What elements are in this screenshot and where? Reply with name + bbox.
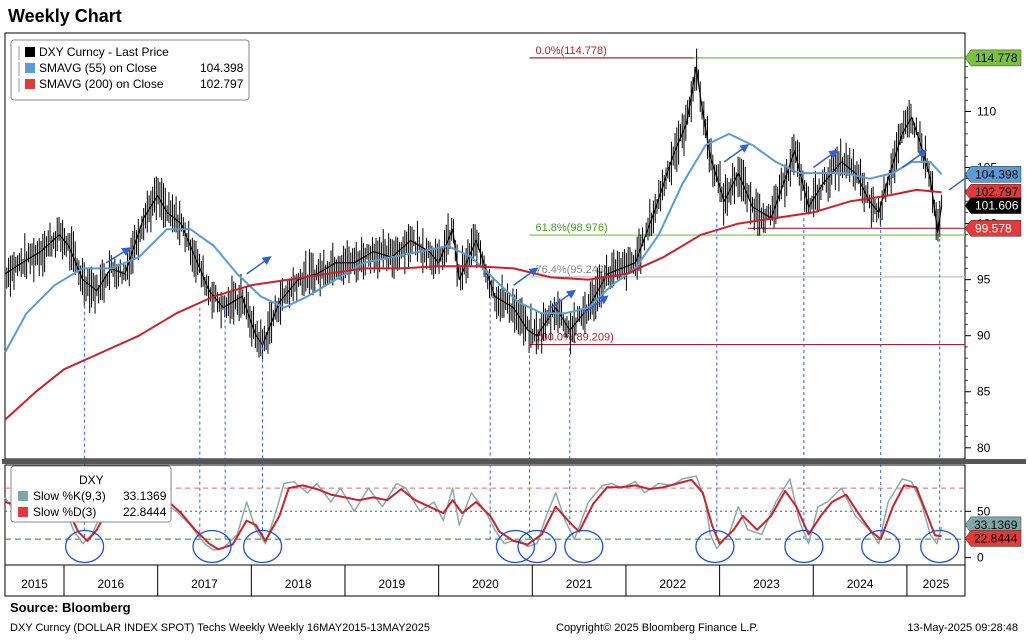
trend-arrow [812, 149, 839, 169]
legend-swatch [25, 47, 35, 57]
fib-label: 0.0%(114.778) [535, 45, 606, 57]
footer-timestamp: 13-May-2025 09:28:48 [907, 622, 1018, 634]
stoch-legend-swatch [18, 507, 28, 517]
stoch-value-tag-text: 22.8444 [974, 531, 1018, 545]
x-tick-label: 2019 [378, 577, 405, 591]
stoch-legend-value: 33.1369 [123, 489, 167, 503]
stoch-legend-label: Slow %D(3) [33, 505, 96, 519]
main-legend-box [10, 39, 250, 101]
legend-label: DXY Curncy - Last Price [39, 45, 169, 59]
legend-label: SMAVG (200) on Close [39, 77, 164, 91]
x-tick-label: 2021 [566, 577, 593, 591]
stoch-value-tag-bg [964, 530, 1022, 547]
trend-arrow [583, 295, 609, 314]
stoch-value-tag: 22.8444 [964, 530, 1022, 547]
price-value-tag-text: 101.606 [975, 199, 1019, 213]
x-tick-label: 2016 [97, 577, 124, 591]
y-tick-label: 110 [977, 104, 996, 118]
fib-label: 61.8%(98.976) [535, 222, 607, 234]
x-tick-label: 2017 [191, 577, 218, 591]
oversold-circle [517, 529, 557, 564]
legend-swatch [25, 63, 35, 73]
trend-arrow [901, 149, 928, 169]
oversold-circle [495, 529, 536, 564]
x-tick-label: 2015 [21, 577, 48, 591]
chart-title: Weekly Chart [8, 6, 122, 26]
stoch-tick-label: 50 [977, 504, 991, 518]
price-value-tag: 101.606 [964, 197, 1022, 214]
trend-arrow [246, 256, 272, 275]
stoch-legend: DXY Slow %K(9,3) 33.1369 Slow %D(3) 22.8444 [10, 465, 172, 523]
x-tick-label: 2022 [659, 577, 686, 591]
sma200-series-line [4, 188, 942, 421]
source-label: Source: Bloomberg [10, 600, 131, 615]
stoch-legend-swatch [18, 491, 28, 501]
price-value-tag: 104.398 [964, 166, 1022, 183]
stoch-value-tag-text: 33.1369 [974, 518, 1018, 532]
x-tick-label: 2025 [923, 577, 950, 591]
trend-arrow [105, 247, 132, 264]
stoch-legend-box [10, 465, 172, 523]
legend-value: 104.398 [200, 61, 244, 75]
trend-arrow [550, 289, 576, 309]
legend-value: 102.797 [200, 77, 244, 91]
stoch-legend-label: Slow %K(9,3) [33, 489, 106, 503]
legend-label: SMAVG (55) on Close [39, 61, 157, 75]
price-value-tag-text: 99.578 [975, 221, 1012, 235]
price-series-line [4, 66, 943, 346]
y-tick-label: 95 [977, 273, 991, 287]
price-value-tag-bg [964, 166, 1022, 183]
price-value-tag-text: 102.797 [975, 185, 1019, 199]
oversold-circle [920, 529, 960, 564]
legend-swatch [25, 79, 35, 89]
x-tick-label: 2018 [285, 577, 312, 591]
fib-label: 76.4%(95.243) [535, 264, 607, 276]
x-axis-band [4, 564, 966, 597]
panel-separator [2, 459, 1026, 464]
oversold-circle [695, 529, 735, 564]
sma55-series-line [4, 132, 943, 353]
y-tick-label: 80 [977, 441, 991, 455]
price-value-tag: 114.778 [964, 49, 1022, 67]
price-value-tag: 102.797 [964, 183, 1022, 201]
oversold-circle [242, 529, 283, 564]
stoch-legend-title: DXY [79, 473, 104, 487]
oversold-circle [861, 529, 901, 564]
price-value-tag-bg [964, 197, 1022, 214]
price-value-tag: 99.578 [964, 220, 1022, 237]
x-tick-label: 2020 [472, 577, 499, 591]
footer-left: DXY Curncy (DOLLAR INDEX SPOT) Techs Wee… [10, 622, 430, 634]
x-tick-label: 2023 [753, 577, 780, 591]
stoch-tick-label: 0 [977, 551, 984, 565]
x-tick-label: 2024 [847, 577, 874, 591]
price-value-tag-bg [964, 220, 1022, 237]
stoch-legend-value: 22.8444 [123, 505, 167, 519]
price-value-tag-text: 114.778 [975, 51, 1018, 65]
y-tick-label: 85 [977, 385, 991, 399]
oversold-circle [192, 529, 232, 564]
oversold-circle [64, 529, 105, 564]
trend-arrow [723, 144, 750, 163]
y-tick-label: 90 [977, 329, 991, 343]
trend-arrow [513, 267, 539, 286]
price-value-tag-bg [964, 49, 1022, 67]
oversold-circle [564, 529, 604, 564]
footer-copyright: Copyright© 2025 Bloomberg Finance L.P. [556, 622, 759, 634]
stoch-value-tag: 33.1369 [964, 516, 1022, 534]
price-value-tag-text: 104.398 [975, 167, 1019, 181]
main-legend: DXY Curncy - Last Price SMAVG (55) on Clo… [10, 39, 250, 101]
oversold-circle [784, 529, 824, 564]
